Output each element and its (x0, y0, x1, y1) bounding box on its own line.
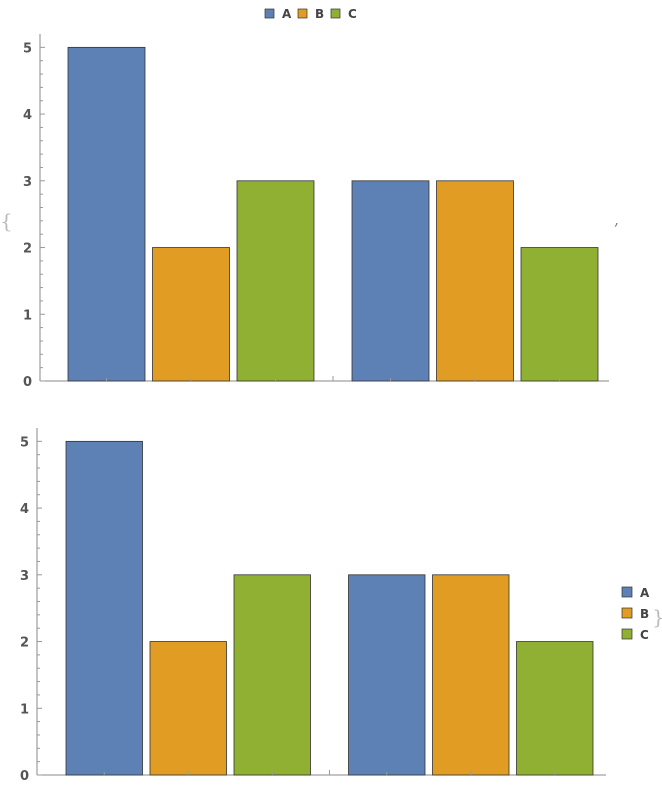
y-tick-label: 5 (20, 435, 29, 450)
legend-label-c: C (348, 7, 357, 21)
legend-swatch-c (330, 8, 341, 19)
bar-c-group-1 (233, 574, 311, 776)
bar-c-group-2 (516, 641, 594, 776)
bar-a-group-1 (65, 440, 143, 776)
list-separator: , (614, 210, 619, 229)
legend-swatch-b (297, 8, 308, 19)
y-tick-label: 3 (23, 175, 32, 190)
bar-c-group-1 (236, 180, 315, 382)
y-tick-label: 1 (23, 308, 32, 323)
legend-label-b: B (315, 7, 324, 21)
y-tick-label: 5 (23, 41, 32, 56)
y-tick-label: 2 (23, 242, 32, 257)
y-tick-label: 3 (20, 569, 29, 584)
list-close-brace: } (652, 605, 662, 629)
bar-a-group-2 (348, 574, 426, 776)
legend: ABC (621, 586, 650, 642)
bar-chart-top: 0 1 2 3 4 5 A B C (23, 7, 609, 390)
legend-swatch-a (621, 586, 633, 598)
bar-b-group-1 (152, 247, 230, 382)
bar-c-group-2 (520, 247, 599, 382)
bar-b-group-2 (436, 180, 514, 382)
legend-swatch-b (621, 607, 633, 619)
legend-label-a: A (282, 7, 292, 21)
legend: A B C (264, 7, 357, 21)
bar-b-group-2 (432, 574, 510, 776)
bar-a-group-1 (67, 46, 146, 382)
legend-label-a: A (640, 586, 650, 600)
y-tick-label: 4 (23, 108, 32, 123)
y-tick-label: 0 (20, 769, 29, 784)
y-tick-label: 0 (23, 375, 32, 390)
legend-swatch-a (264, 8, 275, 19)
bar-b-group-1 (149, 641, 227, 776)
y-tick-label: 2 (20, 636, 29, 651)
bar-chart-bottom: 0 1 2 3 4 5 ABC (20, 428, 650, 784)
bar-a-group-2 (351, 180, 430, 382)
y-tick-label: 1 (20, 702, 29, 717)
list-open-brace: { (0, 209, 13, 233)
legend-label-b: B (640, 607, 649, 621)
y-tick-label: 4 (20, 502, 29, 517)
legend-swatch-c (621, 628, 633, 640)
legend-label-c: C (640, 628, 649, 642)
